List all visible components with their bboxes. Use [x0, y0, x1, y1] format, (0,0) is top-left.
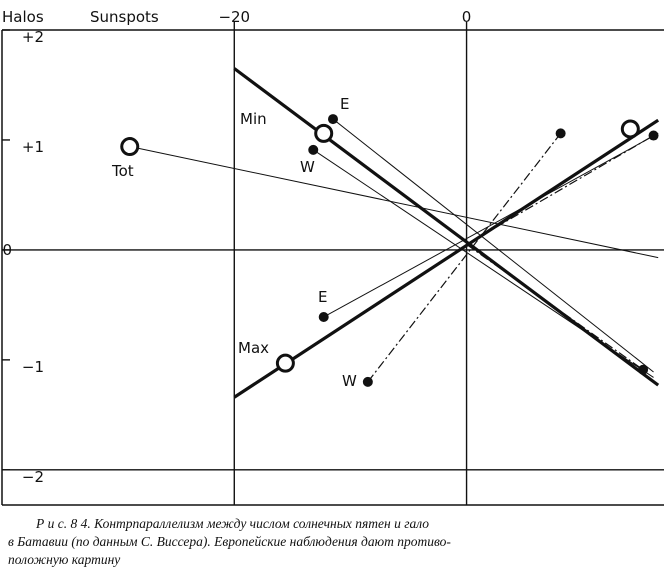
filled-point: [648, 130, 659, 141]
y-tick-label: +1: [22, 138, 44, 156]
line: [233, 118, 660, 399]
annotation: E: [340, 95, 349, 113]
annotation: Max: [238, 339, 269, 357]
y-tick-label: −1: [22, 358, 44, 376]
line: [323, 132, 659, 318]
annotation: W: [300, 158, 315, 176]
y-tick-label: 0: [2, 241, 12, 259]
line: [466, 135, 654, 245]
filled-point: [328, 114, 338, 125]
annotation: W: [342, 372, 357, 390]
open-point: [275, 353, 295, 373]
annotation: E: [318, 288, 327, 306]
caption-line: положную картину: [8, 552, 120, 567]
line: [129, 146, 659, 259]
annotation: Min: [240, 110, 267, 128]
y-axis-label: Halos: [2, 8, 44, 26]
y-tick-label: −2: [22, 468, 44, 486]
line: [466, 243, 644, 371]
filled-point: [362, 376, 373, 387]
y-tick-label: +2: [22, 28, 44, 46]
line: [312, 149, 654, 378]
filled-point: [318, 311, 329, 322]
line: [367, 132, 562, 383]
x-tick-label: −20: [218, 8, 250, 26]
line: [332, 118, 654, 373]
filled-point: [308, 144, 319, 155]
x-axis-label: Sunspots: [90, 8, 159, 26]
open-point: [120, 137, 140, 157]
filled-point: [638, 364, 649, 375]
open-point: [620, 119, 640, 139]
caption-line: в Батавии (по данным С. Виссера). Европе…: [8, 534, 451, 549]
filled-point: [555, 128, 566, 139]
x-tick-label: 0: [462, 8, 472, 26]
open-point: [314, 123, 334, 143]
annotation: Tot: [111, 162, 134, 180]
caption-line: Р и с. 8 4. Контрпараллелизм между число…: [35, 516, 429, 531]
line: [233, 67, 660, 387]
